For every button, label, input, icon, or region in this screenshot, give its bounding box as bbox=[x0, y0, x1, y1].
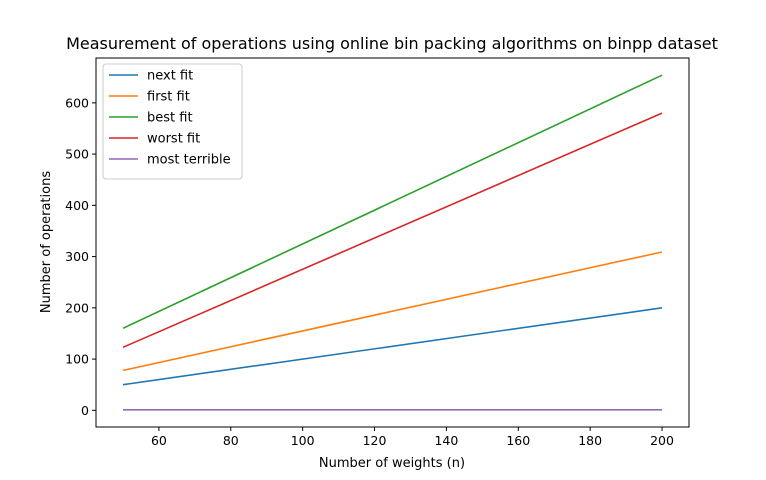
series-line-2 bbox=[122, 74, 663, 330]
y-tick-label-4: 400 bbox=[65, 198, 89, 213]
x-tick-label-1: 80 bbox=[223, 433, 239, 448]
x-axis-label: Number of weights (n) bbox=[319, 456, 465, 471]
x-tick-label-0: 60 bbox=[151, 433, 167, 448]
legend: next fit first fit best fit worst fit most t… bbox=[102, 63, 243, 180]
series-line-0 bbox=[122, 307, 663, 386]
y-axis: 0 100 200 300 400 500 600 bbox=[65, 95, 96, 418]
chart-title: Measurement of operations using online b… bbox=[66, 34, 718, 53]
series-line-3 bbox=[122, 112, 663, 349]
legend-label-1: first fit bbox=[147, 90, 190, 105]
y-tick-label-0: 0 bbox=[81, 403, 89, 418]
legend-label-4: most terrible bbox=[147, 153, 231, 168]
y-tick-label-6: 600 bbox=[65, 95, 89, 110]
legend-label-3: worst fit bbox=[147, 132, 200, 147]
x-tick-label-7: 200 bbox=[650, 433, 674, 448]
y-tick-label-3: 300 bbox=[65, 249, 89, 264]
legend-box bbox=[102, 63, 243, 180]
x-tick-label-4: 140 bbox=[434, 433, 458, 448]
y-tick-label-1: 100 bbox=[65, 352, 89, 367]
x-tick-label-5: 160 bbox=[506, 433, 530, 448]
y-tick-label-2: 200 bbox=[65, 300, 89, 315]
x-tick-label-3: 120 bbox=[363, 433, 387, 448]
plot-frame bbox=[95, 57, 690, 428]
y-tick-label-5: 500 bbox=[65, 147, 89, 162]
y-axis-label: Number of operations bbox=[39, 171, 54, 313]
legend-label-2: best fit bbox=[147, 111, 193, 126]
x-axis: 60 80 100 120 140 160 180 200 bbox=[151, 427, 674, 448]
series-layer bbox=[122, 74, 663, 411]
legend-label-0: next fit bbox=[147, 69, 193, 84]
series-line-1 bbox=[122, 251, 663, 372]
x-tick-label-2: 100 bbox=[291, 433, 315, 448]
x-tick-label-6: 180 bbox=[578, 433, 602, 448]
